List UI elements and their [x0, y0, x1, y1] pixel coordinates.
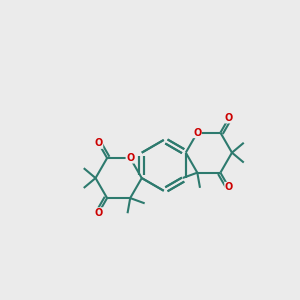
- Text: O: O: [193, 128, 201, 138]
- Text: O: O: [94, 138, 103, 148]
- Text: O: O: [225, 113, 233, 123]
- Text: O: O: [94, 208, 103, 218]
- Text: O: O: [225, 182, 233, 192]
- Text: O: O: [126, 153, 134, 163]
